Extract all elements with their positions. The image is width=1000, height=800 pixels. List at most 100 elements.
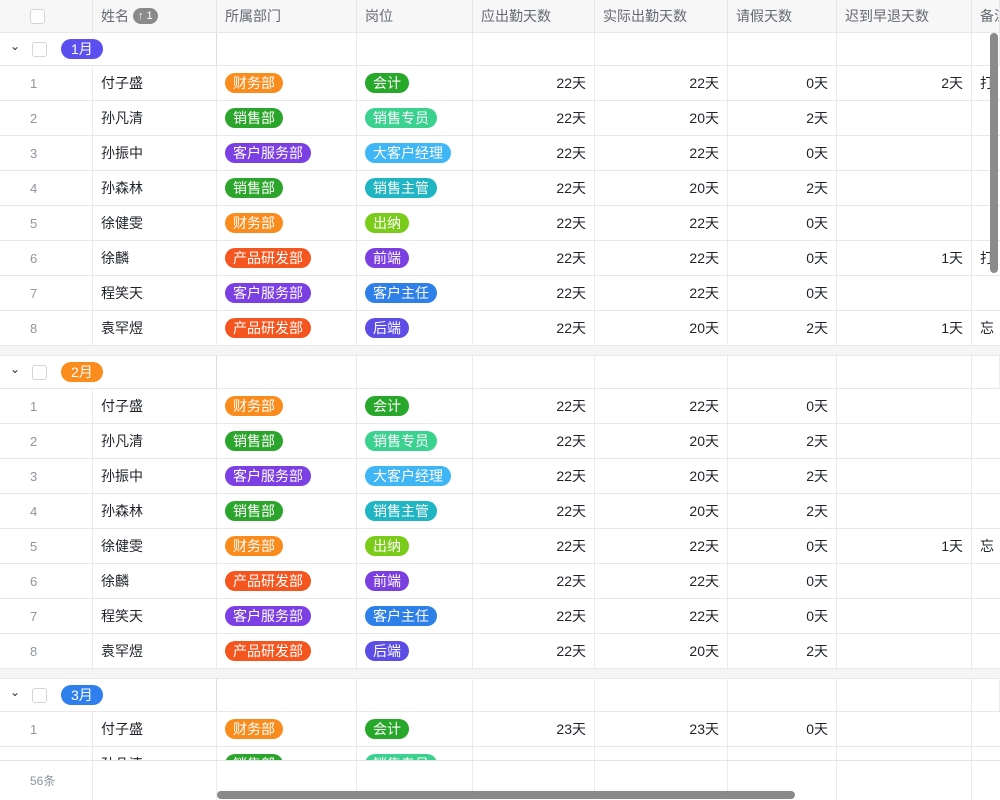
actual-days-cell[interactable]: 22天 — [595, 66, 728, 100]
leave-days-cell[interactable]: 2天 — [728, 634, 837, 668]
department-cell[interactable]: 客户服务部 — [217, 276, 357, 310]
post-cell[interactable]: 会计 — [357, 389, 473, 423]
name-cell[interactable]: 程笑天 — [93, 599, 217, 633]
late-days-cell[interactable] — [837, 494, 972, 528]
late-days-cell[interactable] — [837, 206, 972, 240]
due-days-cell[interactable]: 22天 — [473, 389, 595, 423]
post-cell[interactable]: 后端 — [357, 311, 473, 345]
leave-days-cell[interactable]: 2天 — [728, 171, 837, 205]
leave-days-cell[interactable]: 0天 — [728, 564, 837, 598]
note-cell[interactable]: 忘 — [980, 320, 994, 336]
due-days-cell[interactable]: 22天 — [473, 136, 595, 170]
name-cell[interactable]: 徐健雯 — [93, 529, 217, 563]
note-cell[interactable] — [972, 276, 1000, 310]
name-cell[interactable]: 孙森林 — [93, 494, 217, 528]
department-cell[interactable]: 财务部 — [217, 206, 357, 240]
name-cell[interactable]: 孙森林 — [93, 171, 217, 205]
note-cell[interactable] — [972, 424, 1000, 458]
due-days-cell[interactable]: 23天 — [473, 712, 595, 746]
late-days-cell[interactable] — [837, 276, 972, 310]
late-days-cell[interactable]: 1天 — [837, 241, 972, 275]
leave-days-cell[interactable]: 2天 — [728, 101, 837, 135]
column-header-late-days[interactable]: 迟到早退天数 — [837, 0, 972, 32]
leave-days-cell[interactable]: 0天 — [728, 136, 837, 170]
post-cell[interactable]: 前端 — [357, 241, 473, 275]
actual-days-cell[interactable]: 22天 — [595, 599, 728, 633]
note-cell[interactable] — [972, 747, 1000, 760]
department-cell[interactable]: 销售部 — [217, 424, 357, 458]
department-cell[interactable]: 财务部 — [217, 529, 357, 563]
name-cell[interactable]: 徐麟 — [93, 564, 217, 598]
name-cell[interactable]: 付子盛 — [93, 712, 217, 746]
note-cell[interactable] — [972, 712, 1000, 746]
post-cell[interactable]: 客户主任 — [357, 599, 473, 633]
name-cell[interactable]: 徐健雯 — [93, 206, 217, 240]
due-days-cell[interactable] — [473, 747, 595, 760]
post-cell[interactable]: 客户主任 — [357, 276, 473, 310]
chevron-down-icon[interactable]: ⌄ — [10, 39, 21, 53]
name-cell[interactable]: 孙凡清 — [93, 424, 217, 458]
late-days-cell[interactable] — [837, 136, 972, 170]
post-cell[interactable]: 销售主管 — [357, 494, 473, 528]
table-row[interactable]: 8 袁罕煜 产品研发部 后端 22天 20天 2天 1天忘 — [0, 311, 1000, 346]
actual-days-cell[interactable]: 22天 — [595, 276, 728, 310]
due-days-cell[interactable]: 22天 — [473, 241, 595, 275]
name-cell[interactable]: 袁罕煜 — [93, 311, 217, 345]
due-days-cell[interactable]: 22天 — [473, 634, 595, 668]
leave-days-cell[interactable] — [728, 747, 837, 760]
actual-days-cell[interactable]: 22天 — [595, 389, 728, 423]
due-days-cell[interactable]: 22天 — [473, 66, 595, 100]
leave-days-cell[interactable]: 2天 — [728, 311, 837, 345]
name-cell[interactable]: 孙振中 — [93, 459, 217, 493]
leave-days-cell[interactable]: 0天 — [728, 712, 837, 746]
leave-days-cell[interactable]: 0天 — [728, 599, 837, 633]
leave-days-cell[interactable]: 2天 — [728, 424, 837, 458]
due-days-cell[interactable]: 22天 — [473, 599, 595, 633]
leave-days-cell[interactable]: 2天 — [728, 494, 837, 528]
leave-days-cell[interactable]: 2天 — [728, 459, 837, 493]
column-header-actual-days[interactable]: 实际出勤天数 — [595, 0, 728, 32]
actual-days-cell[interactable]: 20天 — [595, 424, 728, 458]
vertical-scrollbar[interactable] — [990, 33, 998, 273]
column-header-name[interactable]: 姓名 ↑ 1 — [93, 0, 217, 32]
horizontal-scrollbar[interactable] — [217, 791, 795, 799]
column-header-leave-days[interactable]: 请假天数 — [728, 0, 837, 32]
table-row[interactable]: 5 徐健雯 财务部 出纳 22天 22天 0天 — [0, 206, 1000, 241]
actual-days-cell[interactable]: 22天 — [595, 206, 728, 240]
note-cell[interactable] — [972, 494, 1000, 528]
table-row[interactable]: 3 孙振中 客户服务部 大客户经理 22天 22天 0天 — [0, 136, 1000, 171]
group-header-row[interactable]: ⌄ 3月 — [0, 679, 1000, 712]
actual-days-cell[interactable] — [595, 747, 728, 760]
actual-days-cell[interactable]: 20天 — [595, 494, 728, 528]
due-days-cell[interactable]: 22天 — [473, 276, 595, 310]
post-cell[interactable]: 大客户经理 — [357, 136, 473, 170]
actual-days-cell[interactable]: 22天 — [595, 529, 728, 563]
group-header-row[interactable]: ⌄ 2月 — [0, 356, 1000, 389]
late-days-cell[interactable] — [837, 171, 972, 205]
department-cell[interactable]: 财务部 — [217, 66, 357, 100]
note-cell[interactable] — [972, 634, 1000, 668]
actual-days-cell[interactable]: 20天 — [595, 101, 728, 135]
due-days-cell[interactable]: 22天 — [473, 206, 595, 240]
department-cell[interactable]: 产品研发部 — [217, 634, 357, 668]
late-days-cell[interactable]: 2天 — [837, 66, 972, 100]
leave-days-cell[interactable]: 0天 — [728, 276, 837, 310]
post-cell[interactable]: 销售专员 — [357, 101, 473, 135]
leave-days-cell[interactable]: 0天 — [728, 206, 837, 240]
department-cell[interactable]: 销售部 — [217, 171, 357, 205]
late-days-cell[interactable] — [837, 564, 972, 598]
column-header-due-days[interactable]: 应出勤天数 — [473, 0, 595, 32]
group-checkbox[interactable] — [32, 41, 47, 57]
actual-days-cell[interactable]: 20天 — [595, 459, 728, 493]
name-cell[interactable]: 孙凡清 — [93, 747, 217, 760]
table-row[interactable]: 1 付子盛 财务部 会计 23天 23天 0天 — [0, 712, 1000, 747]
department-cell[interactable]: 财务部 — [217, 712, 357, 746]
table-row[interactable]: 3 孙振中 客户服务部 大客户经理 22天 20天 2天 — [0, 459, 1000, 494]
table-row[interactable]: 7 程笑天 客户服务部 客户主任 22天 22天 0天 — [0, 276, 1000, 311]
table-row[interactable]: 6 徐麟 产品研发部 前端 22天 22天 0天 — [0, 564, 1000, 599]
due-days-cell[interactable]: 22天 — [473, 171, 595, 205]
due-days-cell[interactable]: 22天 — [473, 459, 595, 493]
actual-days-cell[interactable]: 22天 — [595, 241, 728, 275]
actual-days-cell[interactable]: 23天 — [595, 712, 728, 746]
table-row[interactable]: 7 程笑天 客户服务部 客户主任 22天 22天 0天 — [0, 599, 1000, 634]
